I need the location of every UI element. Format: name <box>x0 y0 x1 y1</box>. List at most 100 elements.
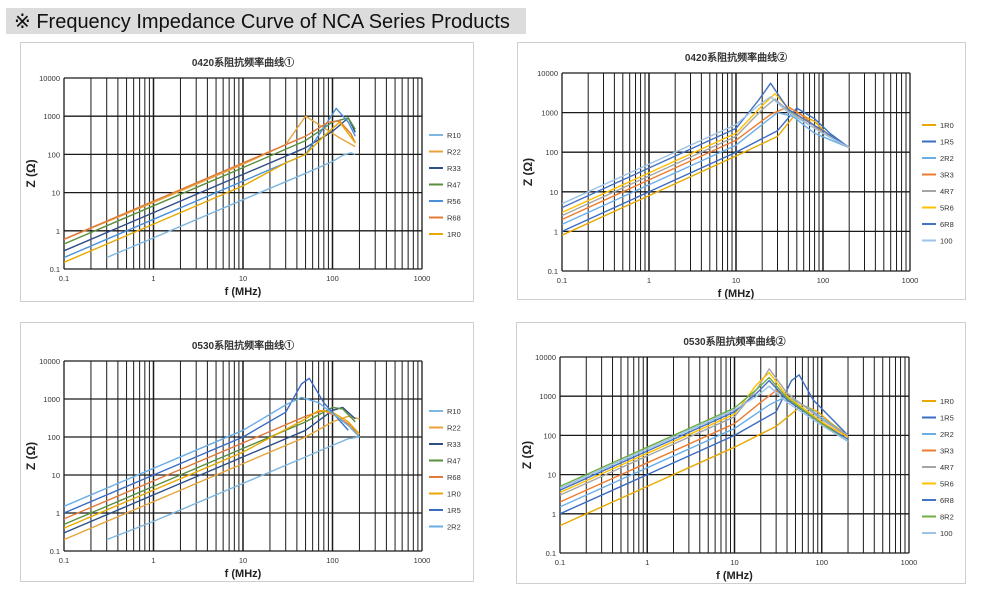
chart-panel-0420-1: 0420系阻抗频率曲线① 0.1 1 10 100 1000 10000 0.1 1 10 100 1… <box>20 42 474 302</box>
y-axis-label: Z (Ω) <box>521 158 535 186</box>
y-tick-label: 1000 <box>43 112 60 121</box>
x-tick-label: 1000 <box>902 276 919 285</box>
y-tick-label: 0.1 <box>548 267 558 276</box>
x-tick-label: 1 <box>645 558 649 567</box>
legend-label: 1R0 <box>940 121 954 130</box>
y-tick-label: 10000 <box>39 357 60 366</box>
series-line-r22 <box>64 115 356 240</box>
x-tick-label: 100 <box>815 558 828 567</box>
x-tick-label: 100 <box>817 276 830 285</box>
legend-label: 1R0 <box>447 230 461 239</box>
impedance-chart-svg: 0530系阻抗频率曲线② 0.1 1 10 100 1000 10000 0.1 1 10 100 1… <box>520 335 954 582</box>
x-tick-label: 1000 <box>414 556 431 565</box>
legend-label: R33 <box>447 164 461 173</box>
grid <box>561 72 911 272</box>
y-tick-label: 100 <box>47 150 60 159</box>
legend-label: R68 <box>447 214 461 223</box>
series-line-r47 <box>64 117 356 245</box>
y-tick-label: 1 <box>56 509 60 518</box>
legend-label: 2R2 <box>940 154 954 163</box>
legend-label: R47 <box>447 457 461 466</box>
legend-label: R56 <box>447 197 461 206</box>
series-line-r56 <box>64 107 356 259</box>
legend-label: 1R5 <box>940 414 954 423</box>
legend-label: 1R5 <box>940 138 954 147</box>
y-tick-label: 1000 <box>539 392 556 401</box>
series-line-r10 <box>106 152 356 259</box>
y-tick-label: 100 <box>543 431 556 440</box>
series-line-8r2 <box>560 376 849 488</box>
impedance-chart-svg: 0420系阻抗频率曲线② 0.1 1 10 100 1000 10000 0.1 1 10 100 1… <box>521 51 954 299</box>
chart-title: 0530系阻抗频率曲线② <box>683 335 785 348</box>
legend-label: 4R7 <box>940 463 954 472</box>
x-tick-label: 0.1 <box>59 556 69 565</box>
series-line-2r2 <box>562 111 850 226</box>
y-tick-label: 10 <box>52 189 60 198</box>
x-tick-label: 1 <box>151 556 155 565</box>
legend-label: 1R0 <box>940 397 954 406</box>
y-tick-label: 10 <box>550 188 558 197</box>
y-tick-label: 1 <box>554 227 558 236</box>
x-axis-label: f (MHz) <box>225 568 262 580</box>
chart-panel-0420-2: 0420系阻抗频率曲线② 0.1 1 10 100 1000 10000 0.1 1 10 100 1… <box>517 42 966 300</box>
legend-label: 4R7 <box>940 187 954 196</box>
legend-label: 5R6 <box>940 204 954 213</box>
series-line-1r0 <box>560 404 849 527</box>
x-tick-label: 0.1 <box>555 558 565 567</box>
x-tick-label: 1 <box>647 276 651 285</box>
x-tick-label: 100 <box>326 274 339 283</box>
y-tick-label: 1 <box>56 227 60 236</box>
y-tick-label: 1 <box>552 510 556 519</box>
y-tick-label: 1000 <box>43 395 60 404</box>
series-line-1r0 <box>64 409 360 529</box>
impedance-chart-svg: 0530系阻抗频率曲线① 0.1 1 10 100 1000 10000 0.1 1 10 100 1… <box>24 339 461 580</box>
legend-label: R22 <box>447 148 461 157</box>
series-line-2r2 <box>64 396 360 507</box>
y-tick-label: 100 <box>545 148 558 157</box>
legend-label: R47 <box>447 181 461 190</box>
legend-label: R22 <box>447 424 461 433</box>
grid <box>63 77 423 270</box>
y-tick-label: 10000 <box>537 69 558 78</box>
y-tick-label: 0.1 <box>546 549 556 558</box>
series-line-5r6 <box>560 371 849 494</box>
y-axis-label: Z (Ω) <box>24 442 38 470</box>
chart-title: 0530系阻抗频率曲线① <box>192 339 294 352</box>
y-axis-label: Z (Ω) <box>520 441 534 469</box>
legend-label: R10 <box>447 131 461 140</box>
legend-label: 100 <box>940 237 953 246</box>
x-tick-label: 10 <box>732 276 740 285</box>
series-line-6r8 <box>562 82 850 209</box>
series-line-5r6 <box>562 93 850 214</box>
legend-label: 3R3 <box>940 171 954 180</box>
x-tick-label: 100 <box>326 556 339 565</box>
x-tick-label: 10 <box>239 556 247 565</box>
y-tick-label: 100 <box>47 433 60 442</box>
x-axis-label: f (MHz) <box>225 286 262 298</box>
chart-title: 0420系阻抗频率曲线① <box>192 56 294 69</box>
series-line-r22 <box>64 415 360 541</box>
x-tick-label: 0.1 <box>59 274 69 283</box>
series-line-1r5 <box>562 107 850 233</box>
y-tick-label: 0.1 <box>50 265 60 274</box>
legend-label: 6R8 <box>940 496 954 505</box>
legend-label: 5R6 <box>940 480 954 489</box>
y-tick-label: 10000 <box>39 74 60 83</box>
series-line-1r0 <box>64 121 356 263</box>
chart-panel-0530-2: 0530系阻抗频率曲线② 0.1 1 10 100 1000 10000 0.1 1 10 100 1… <box>516 322 966 584</box>
y-tick-label: 10000 <box>535 353 556 362</box>
series-line-100 <box>562 96 850 205</box>
y-tick-label: 1000 <box>541 109 558 118</box>
series-line-100 <box>560 385 849 489</box>
legend-label: 100 <box>940 529 953 538</box>
grid <box>63 360 423 552</box>
legend-label: 6R8 <box>940 220 954 229</box>
legend-label: R10 <box>447 407 461 416</box>
legend-label: 2R2 <box>940 430 954 439</box>
series-line-1r5 <box>64 377 349 514</box>
y-tick-label: 10 <box>52 471 60 480</box>
legend-label: R68 <box>447 473 461 482</box>
page-heading-banner: ※ Frequency Impedance Curve of NCA Serie… <box>6 8 526 34</box>
x-tick-label: 1000 <box>414 274 431 283</box>
series-line-r10 <box>106 436 360 541</box>
